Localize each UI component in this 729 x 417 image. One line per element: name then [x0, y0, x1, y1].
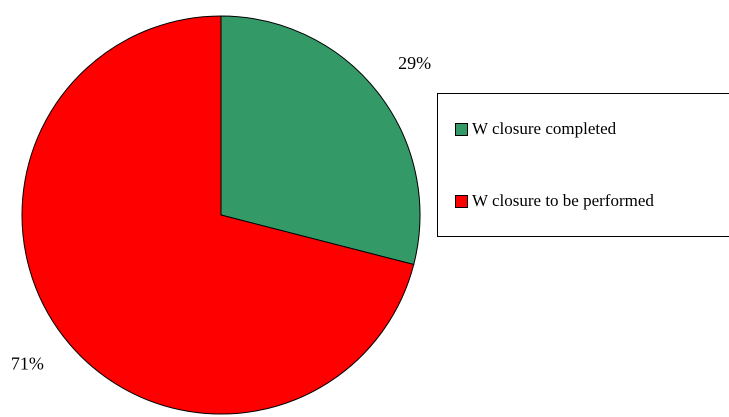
legend: W closure completed W closure to be perfo… [437, 93, 729, 237]
legend-box [437, 93, 729, 237]
slice-label: 71% [11, 353, 44, 373]
legend-label: W closure completed [472, 119, 617, 138]
pie-slice [220, 15, 421, 266]
legend-swatch [455, 123, 468, 136]
slice-label: 29% [398, 53, 431, 73]
pie-slice [21, 15, 415, 415]
legend-swatch [455, 195, 468, 208]
legend-label: W closure to be performed [472, 191, 654, 210]
